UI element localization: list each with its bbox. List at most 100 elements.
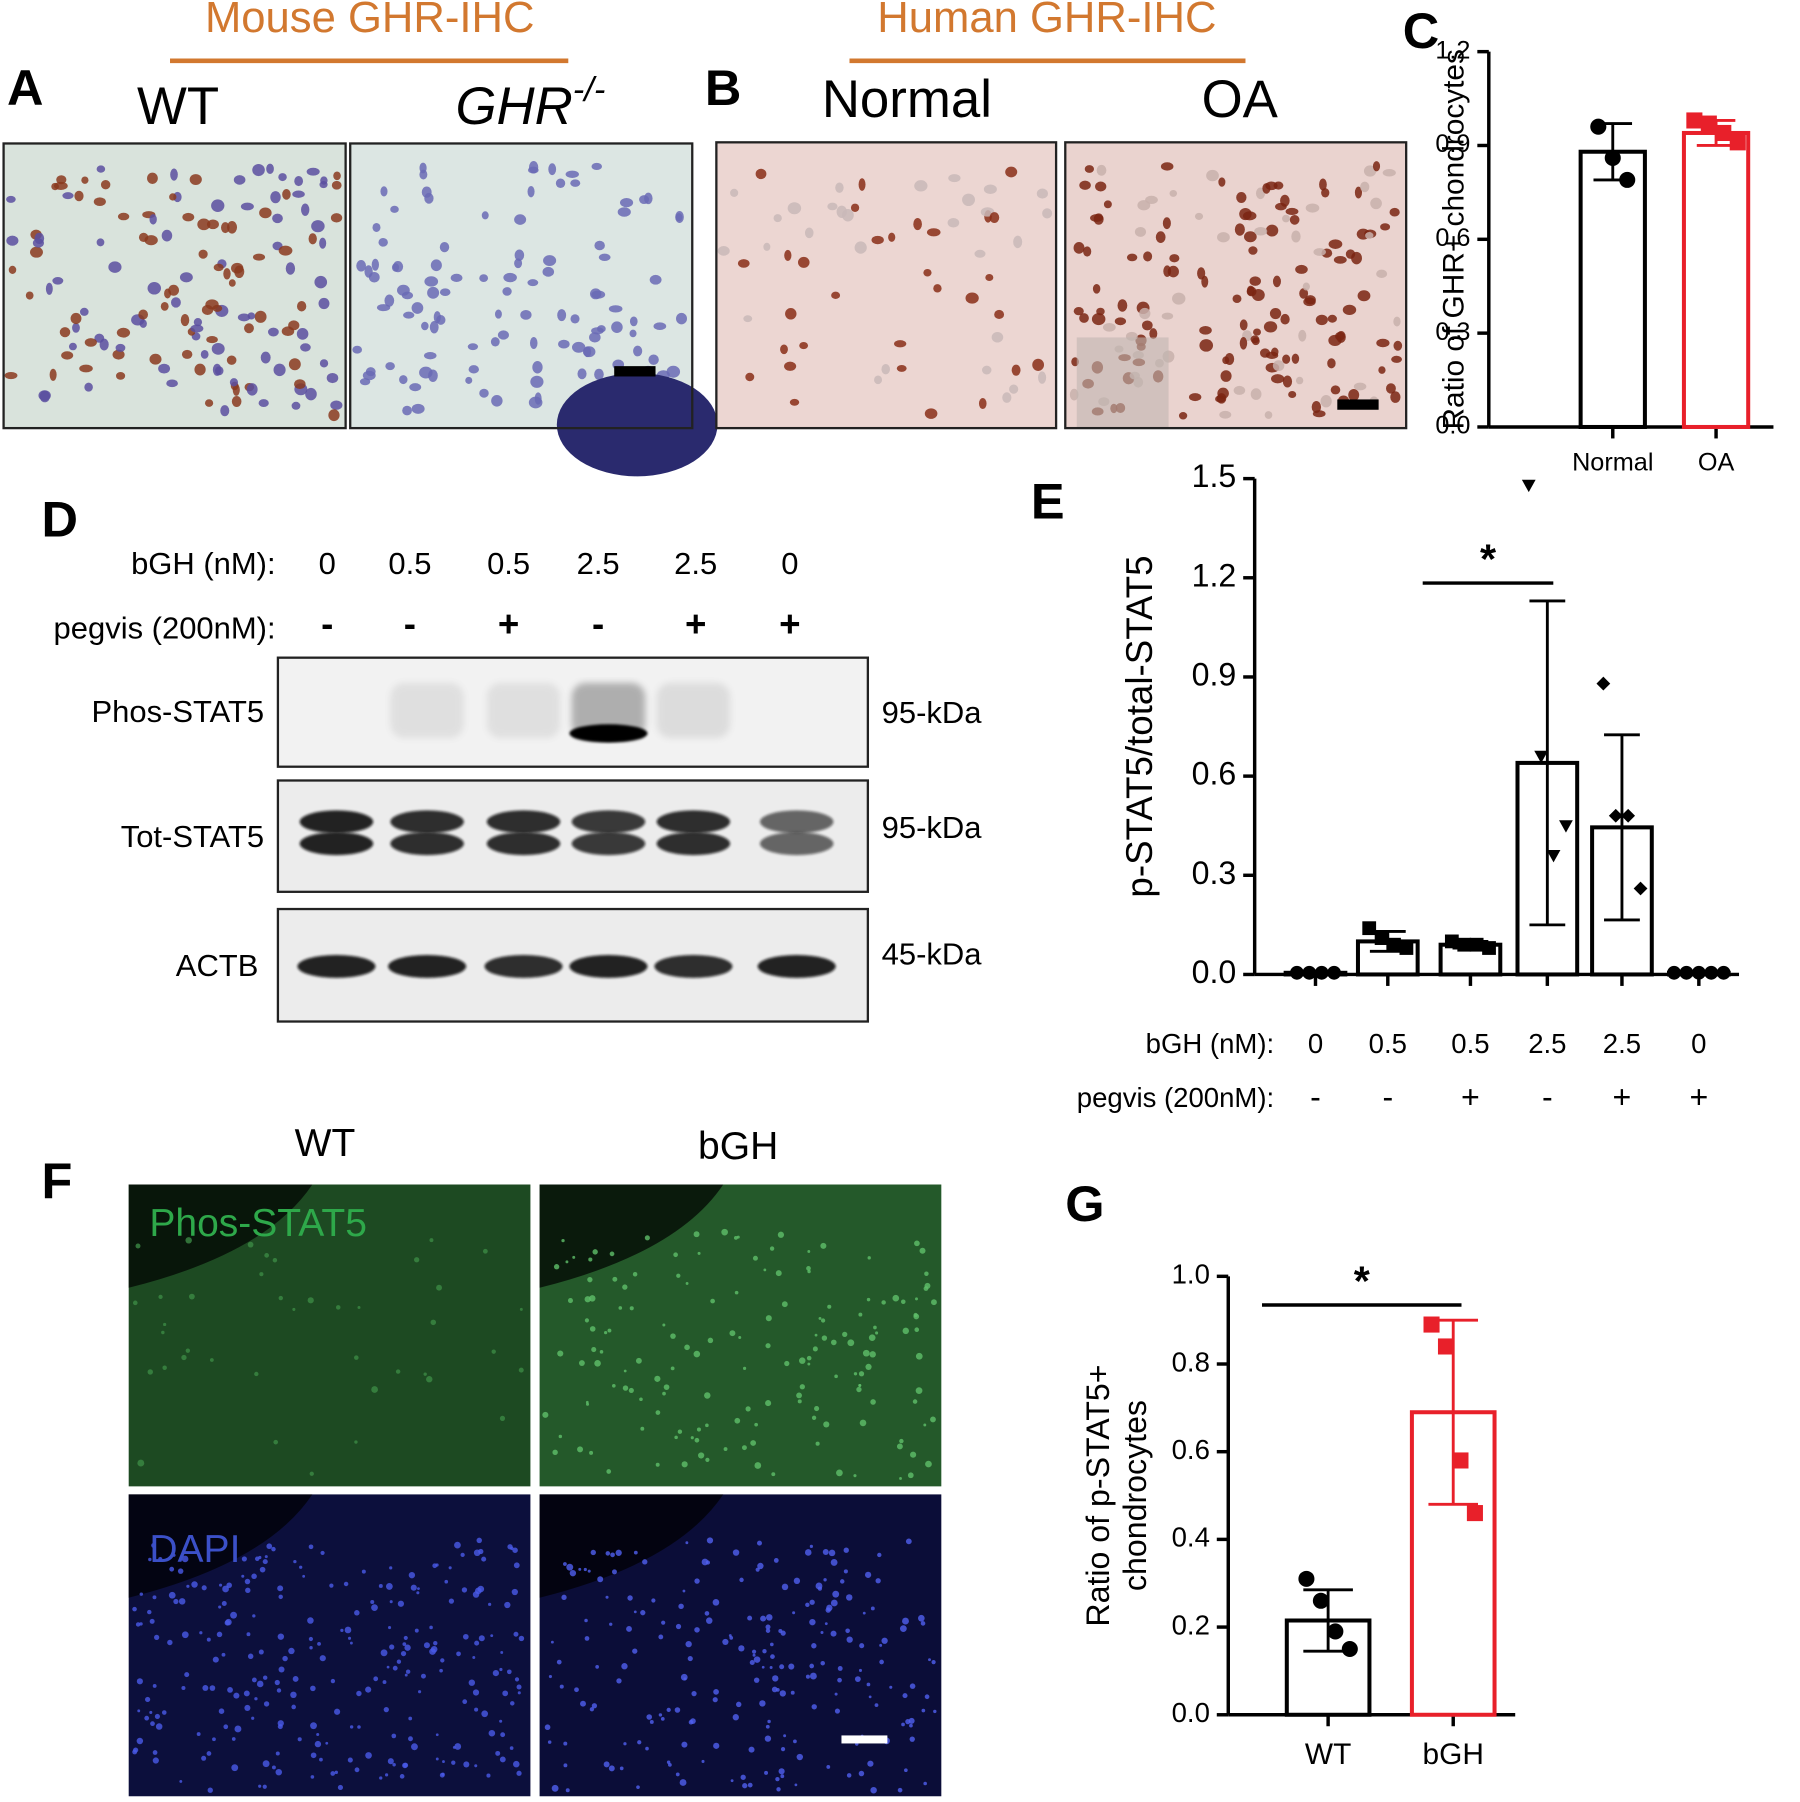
scale-bar (614, 366, 656, 377)
cell (914, 180, 928, 192)
nucleus (877, 1552, 882, 1558)
nucleus (764, 1735, 772, 1742)
cell (780, 344, 788, 355)
nucleus (623, 1742, 627, 1746)
cell (542, 266, 555, 277)
nucleus (354, 1440, 358, 1444)
image-frame (349, 142, 694, 430)
nucleus (292, 1676, 299, 1682)
lane-label: 0 (781, 546, 798, 581)
cell (896, 364, 907, 372)
cell (8, 265, 17, 274)
nucleus (918, 1614, 925, 1622)
data-point (1700, 115, 1717, 132)
nucleus (691, 1691, 697, 1697)
nucleus (418, 1690, 422, 1694)
nucleus (847, 1339, 855, 1347)
nucleus (805, 1674, 810, 1679)
cell (798, 256, 810, 268)
nucleus (378, 1583, 383, 1588)
nucleus (365, 1686, 372, 1693)
cell (1199, 326, 1212, 335)
nucleus (186, 1584, 190, 1588)
nucleus (309, 1471, 314, 1476)
nucleus (411, 1743, 418, 1751)
nucleus (207, 1787, 213, 1793)
cell (74, 190, 84, 202)
nucleus (809, 1618, 816, 1626)
cell (331, 180, 342, 190)
nucleus (206, 1637, 211, 1642)
nucleus (567, 1298, 573, 1304)
nucleus (807, 1250, 811, 1253)
nucleus (263, 1701, 270, 1707)
panel-letter: G (1065, 1175, 1104, 1232)
cell (1224, 353, 1235, 366)
nucleus (347, 1757, 353, 1763)
cell (308, 233, 317, 245)
panel-letter: F (41, 1152, 72, 1209)
cell (378, 237, 388, 247)
nucleus (379, 1776, 383, 1780)
x-tick-label: - (1382, 1079, 1393, 1115)
nucleus (642, 1559, 648, 1565)
nucleus (490, 1634, 494, 1638)
nucleus (451, 1760, 456, 1765)
nucleus (161, 1330, 165, 1335)
nucleus (154, 1713, 160, 1720)
nucleus (814, 1405, 820, 1412)
nucleus (618, 1306, 623, 1310)
band (390, 832, 464, 856)
nucleus (512, 1547, 518, 1553)
nucleus (436, 1284, 442, 1291)
nucleus (809, 1663, 815, 1669)
cell (305, 387, 317, 401)
cell (79, 364, 93, 373)
cell (96, 165, 106, 173)
nucleus (473, 1549, 481, 1557)
cell (240, 202, 254, 211)
nucleus (461, 1587, 468, 1593)
bar-chart: 0.0 0.2 0.4 0.6 0.8 1.0 Ratio of p-STAT5+ chond… (1080, 1258, 1516, 1771)
nucleus (752, 1653, 756, 1657)
nucleus (928, 1658, 931, 1662)
nucleus (924, 1271, 929, 1276)
nucleus (867, 1256, 871, 1260)
cell (169, 193, 177, 201)
nucleus (881, 1300, 886, 1305)
cell (1083, 246, 1092, 257)
y-tick-label: 0.6 (1435, 224, 1470, 252)
cell (850, 203, 860, 213)
nucleus (645, 1746, 649, 1751)
nucleus (694, 1437, 700, 1443)
cell (1090, 214, 1104, 222)
nucleus (612, 1383, 616, 1388)
nucleus (486, 1773, 491, 1778)
nucleus (621, 1663, 628, 1670)
cell (745, 372, 755, 382)
band (299, 810, 374, 834)
nucleus (580, 1700, 586, 1707)
y-tick-label: 1.2 (1192, 557, 1237, 593)
cell (49, 368, 57, 381)
cell (201, 304, 214, 316)
y-tick-label: 0.4 (1172, 1522, 1210, 1553)
size-label: 45-kDa (882, 936, 983, 971)
nucleus (846, 1636, 853, 1643)
nucleus (544, 1724, 551, 1731)
cell (527, 186, 535, 198)
nucleus (518, 1367, 524, 1373)
nucleus (705, 1457, 710, 1462)
cell (894, 340, 907, 348)
nucleus (587, 1277, 593, 1283)
nucleus (661, 1620, 666, 1625)
cell (273, 363, 286, 377)
nucleus (150, 1721, 155, 1727)
band (757, 954, 836, 978)
cell (282, 189, 291, 200)
nucleus (879, 1659, 884, 1665)
cell (1009, 384, 1019, 394)
nucleus (830, 1630, 837, 1637)
cell (319, 359, 329, 368)
nucleus (168, 1591, 176, 1599)
